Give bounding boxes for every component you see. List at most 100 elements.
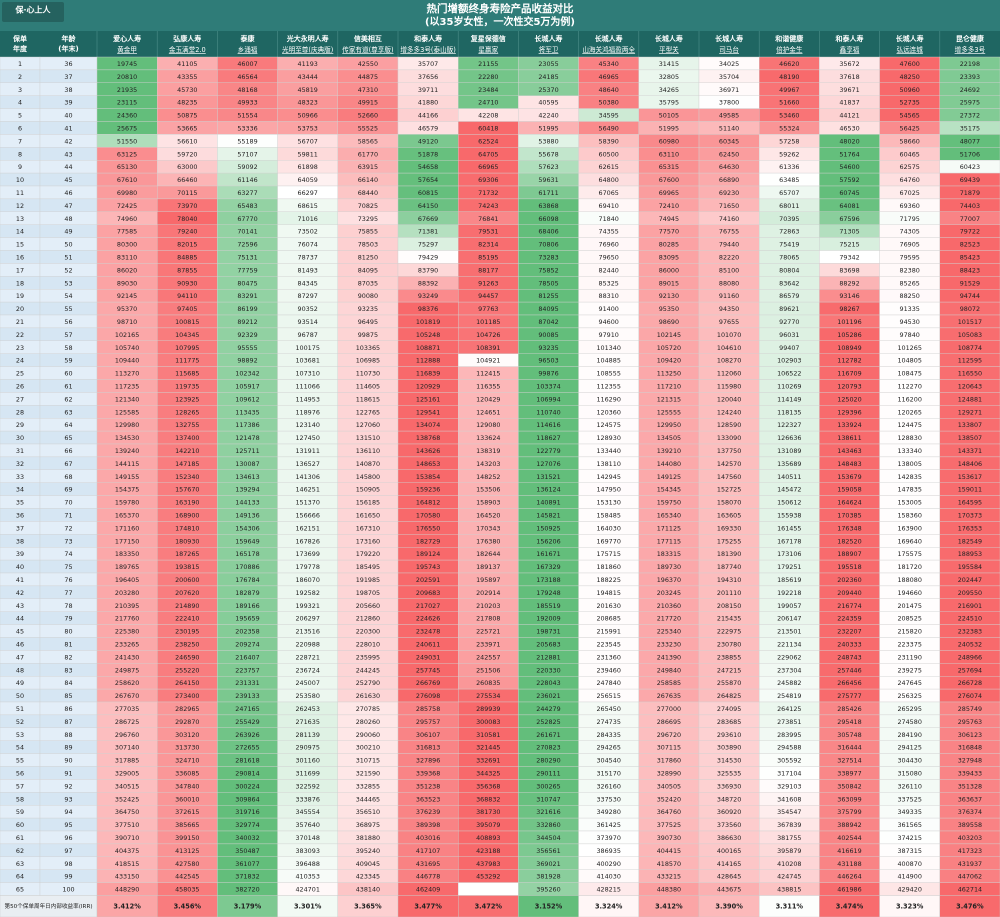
cell: 154375 — [115, 486, 139, 494]
cell: 325535 — [717, 769, 741, 777]
cell: 140891 — [536, 499, 560, 507]
cell: 132755 — [175, 421, 199, 429]
cell: 145821 — [536, 511, 560, 519]
cell: 133807 — [958, 421, 982, 429]
cell: 336085 — [175, 769, 199, 777]
cell: 101196 — [837, 318, 861, 326]
cell: 113270 — [115, 370, 139, 378]
cell: 99407 — [779, 344, 799, 352]
cell: 68011 — [779, 202, 799, 210]
cell: 60465 — [900, 150, 920, 158]
cell: 5 — [18, 112, 22, 120]
cell: 354547 — [777, 808, 801, 816]
cell: 55525 — [358, 124, 378, 132]
cell: 153130 — [596, 499, 620, 507]
cell: 395260 — [536, 886, 560, 894]
cell: 65 — [16, 886, 24, 894]
cell: 67596 — [839, 215, 859, 223]
cell: 395079 — [476, 821, 500, 829]
cell: 124240 — [717, 408, 741, 416]
cell: 317885 — [115, 757, 139, 765]
cell: 76 — [64, 576, 72, 584]
cell: 360920 — [717, 808, 741, 816]
cell: 80475 — [237, 279, 257, 287]
cell: 169770 — [596, 537, 620, 545]
title-band — [0, 0, 1000, 31]
cell: 229062 — [777, 653, 801, 661]
cell: 152340 — [175, 473, 199, 481]
cell: 448380 — [657, 886, 681, 894]
cell: 56707 — [298, 137, 318, 145]
cell: 129396 — [837, 408, 861, 416]
cell: 383093 — [295, 847, 319, 855]
cell: 321445 — [476, 744, 500, 752]
cell: 194815 — [596, 589, 620, 597]
cell: 223545 — [596, 640, 620, 648]
cell: 213516 — [295, 628, 319, 636]
cell: 307115 — [657, 744, 681, 752]
cell: 53336 — [237, 124, 257, 132]
cell: 75131 — [237, 253, 257, 261]
cell: 128830 — [897, 434, 921, 442]
cell: 77007 — [960, 215, 980, 223]
cell: 233230 — [657, 640, 681, 648]
cell: 67025 — [900, 189, 920, 197]
cell: 257446 — [837, 666, 861, 674]
cell: 337530 — [596, 795, 620, 803]
cell: 462714 — [958, 886, 982, 894]
cell: 115685 — [175, 370, 199, 378]
cell: 129950 — [657, 421, 681, 429]
cell: 220330 — [536, 666, 560, 674]
cell: 296760 — [115, 731, 139, 739]
cell: 253580 — [295, 692, 319, 700]
cell: 142210 — [175, 447, 199, 455]
cell: 247165 — [235, 705, 259, 713]
cell: 118615 — [356, 395, 380, 403]
subtitle: (以35岁女性，一次性交5万为例) — [425, 15, 575, 28]
cell: 67770 — [237, 215, 257, 223]
cell: 133924 — [837, 421, 861, 429]
cell: 85265 — [900, 279, 920, 287]
cell: 332691 — [476, 757, 500, 765]
cell: 112060 — [717, 370, 741, 378]
cell: 72 — [64, 524, 72, 532]
cell: 129080 — [476, 421, 500, 429]
cell: 332860 — [536, 821, 560, 829]
cell: 6 — [18, 124, 22, 132]
cell: 134505 — [657, 434, 681, 442]
cell: 96787 — [298, 331, 318, 339]
cell: 270823 — [536, 744, 560, 752]
cell: 64150 — [418, 202, 438, 210]
cell: 205683 — [536, 640, 560, 648]
cell: 120429 — [476, 395, 500, 403]
cell: 148406 — [958, 460, 982, 468]
cell: 208150 — [717, 602, 741, 610]
cell: 37 — [16, 524, 24, 532]
cell: 244279 — [536, 705, 560, 713]
cell: 88080 — [719, 279, 739, 287]
cell: 170373 — [958, 511, 982, 519]
cell: 101819 — [416, 318, 440, 326]
cell: 64800 — [599, 176, 619, 184]
cell: 98376 — [418, 305, 438, 313]
cell: 93235 — [358, 305, 378, 313]
cell: 235995 — [356, 653, 380, 661]
cell: 54658 — [418, 163, 438, 171]
cell: 143626 — [416, 447, 440, 455]
cell: 63125 — [117, 150, 137, 158]
cell: 232478 — [416, 628, 440, 636]
cell: 52 — [16, 718, 24, 726]
cell: 43355 — [177, 73, 197, 81]
cell: 256515 — [596, 692, 620, 700]
cell: 38 — [16, 537, 24, 545]
cell: 67669 — [418, 215, 438, 223]
cell: 65483 — [237, 202, 257, 210]
cell: 50105 — [659, 112, 679, 120]
cell: 34265 — [659, 86, 679, 94]
cell: 247645 — [897, 679, 921, 687]
cell: 339433 — [958, 769, 982, 777]
cell: 368832 — [476, 795, 500, 803]
cell: 349335 — [897, 808, 921, 816]
cell: 121478 — [235, 434, 259, 442]
cell: 255870 — [717, 679, 741, 687]
